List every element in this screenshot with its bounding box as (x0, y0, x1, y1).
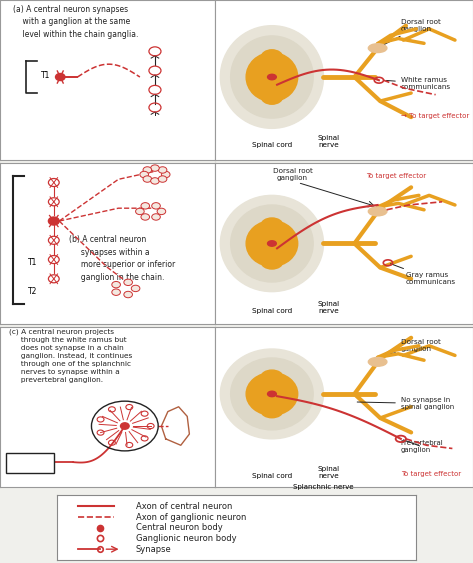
Circle shape (48, 217, 59, 225)
Circle shape (112, 282, 121, 288)
Text: Axon of ganglionic neuron: Axon of ganglionic neuron (136, 513, 246, 522)
Text: To target effector: To target effector (401, 471, 461, 477)
Ellipse shape (261, 254, 283, 269)
Text: Spinal
nerve: Spinal nerve (317, 466, 340, 479)
Circle shape (158, 176, 167, 182)
Text: Prevertebral
ganglion: Prevertebral ganglion (401, 440, 444, 453)
Text: White ramus
communicans: White ramus communicans (386, 77, 451, 90)
Text: Gray ramus
communicans: Gray ramus communicans (391, 263, 456, 285)
Text: T1: T1 (41, 71, 50, 80)
Ellipse shape (261, 370, 283, 383)
Text: Dorsal root
ganglion: Dorsal root ganglion (383, 19, 441, 45)
Circle shape (157, 208, 166, 215)
Circle shape (268, 391, 276, 397)
Circle shape (143, 176, 152, 182)
Circle shape (158, 167, 167, 173)
Ellipse shape (261, 50, 283, 65)
Text: Spinal cord: Spinal cord (252, 308, 292, 314)
Circle shape (136, 208, 144, 215)
Ellipse shape (368, 358, 387, 367)
Ellipse shape (220, 349, 324, 439)
Ellipse shape (231, 358, 313, 430)
Ellipse shape (368, 44, 387, 52)
Ellipse shape (220, 195, 324, 292)
Circle shape (268, 241, 276, 246)
Circle shape (143, 167, 152, 173)
Text: Axon of central neuron: Axon of central neuron (136, 502, 232, 511)
Ellipse shape (261, 404, 283, 418)
Ellipse shape (220, 26, 324, 128)
Text: No synapse in
spinal ganglion: No synapse in spinal ganglion (357, 397, 454, 410)
Text: Spinal
nerve: Spinal nerve (317, 301, 340, 314)
Text: T5: T5 (25, 458, 35, 467)
Ellipse shape (231, 36, 313, 118)
Text: (c) A central neuron projects
     through the white ramus but
     does not syn: (c) A central neuron projects through th… (9, 328, 132, 383)
Text: T1: T1 (28, 258, 37, 267)
Ellipse shape (368, 207, 387, 216)
Text: Central neuron body: Central neuron body (136, 524, 223, 532)
Text: Dorsal root
ganglion: Dorsal root ganglion (380, 339, 441, 356)
Circle shape (152, 203, 160, 209)
Text: (a) A central neuron synapses
    with a ganglion at the same
    level within t: (a) A central neuron synapses with a gan… (13, 5, 138, 39)
Text: To target effector: To target effector (367, 173, 427, 179)
Text: Splanchnic nerve: Splanchnic nerve (293, 484, 354, 490)
Circle shape (141, 214, 149, 220)
Circle shape (124, 291, 132, 298)
Circle shape (161, 171, 170, 178)
Text: Ganglionic neuron body: Ganglionic neuron body (136, 534, 236, 543)
Circle shape (124, 279, 132, 285)
Circle shape (150, 165, 159, 171)
Circle shape (152, 214, 160, 220)
Text: Spinal cord: Spinal cord (252, 142, 292, 148)
Circle shape (150, 178, 159, 184)
Circle shape (141, 203, 149, 209)
Ellipse shape (246, 52, 298, 101)
Text: Spinal cord: Spinal cord (252, 473, 292, 479)
Text: Spinal
nerve: Spinal nerve (317, 135, 340, 148)
Circle shape (55, 74, 65, 81)
Ellipse shape (261, 89, 283, 104)
Ellipse shape (231, 205, 313, 282)
Text: Synapse: Synapse (136, 544, 172, 553)
Text: Dorsal root
ganglion: Dorsal root ganglion (272, 168, 313, 181)
Circle shape (131, 285, 140, 292)
Circle shape (140, 171, 149, 178)
Text: → To target effector: → To target effector (401, 113, 469, 119)
Ellipse shape (246, 221, 298, 266)
Circle shape (121, 423, 129, 429)
Text: T2: T2 (28, 287, 37, 296)
Ellipse shape (261, 218, 283, 233)
FancyBboxPatch shape (7, 453, 54, 472)
Circle shape (268, 74, 276, 80)
Ellipse shape (246, 373, 298, 415)
Circle shape (112, 289, 121, 296)
Text: (b) A central neuron
     synapses within a
     more superior or inferior
     : (b) A central neuron synapses within a m… (69, 235, 175, 282)
